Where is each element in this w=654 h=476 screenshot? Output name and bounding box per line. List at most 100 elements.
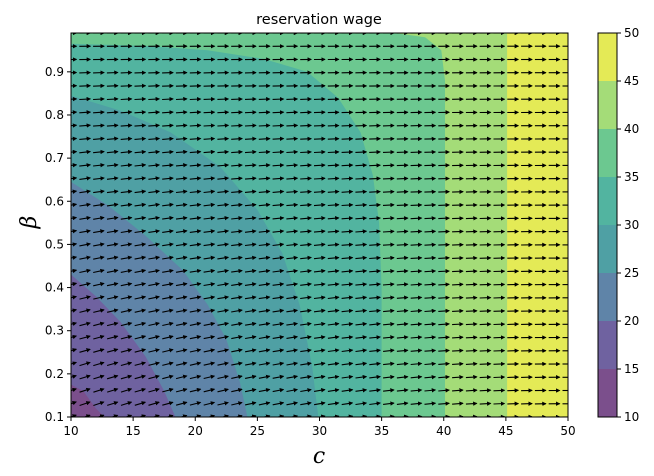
quiver-arrow: [134, 374, 147, 380]
quiver-arrow: [316, 414, 326, 417]
quiver-arrow: [148, 295, 160, 300]
quiver-arrow: [479, 401, 492, 406]
quiver-arrow: [341, 216, 354, 221]
quiver-arrow: [244, 242, 257, 247]
quiver-arrow: [382, 163, 395, 168]
quiver-arrow: [148, 361, 160, 366]
quiver-arrow: [217, 321, 230, 327]
quiver-arrow: [300, 308, 312, 313]
quiver-arrow: [120, 215, 133, 221]
colorbar-swatch-10: [598, 369, 617, 417]
quiver-arrow: [124, 414, 133, 417]
quiver-arrow: [382, 269, 395, 274]
quiver-arrow: [355, 295, 368, 300]
quiver-arrow: [396, 295, 409, 300]
y-tick-label: 0.8: [45, 108, 64, 122]
colorbar-tick-label: 25: [624, 266, 639, 280]
quiver-arrow: [134, 149, 147, 155]
quiver-arrow: [244, 255, 257, 261]
quiver-arrow: [452, 308, 464, 314]
quiver-arrow: [410, 269, 423, 274]
colorbar-tick-label: 15: [624, 362, 639, 376]
y-tick-label: 0.5: [45, 237, 64, 251]
colorbar-swatch-45: [598, 33, 617, 81]
quiver-arrow: [71, 202, 78, 208]
quiver-arrow: [479, 308, 492, 314]
quiver-arrow: [369, 202, 381, 208]
quiver-arrow: [217, 229, 230, 234]
quiver-arrow: [258, 268, 271, 274]
quiver-arrow: [286, 388, 299, 393]
quiver-arrow: [382, 255, 395, 261]
quiver-arrow: [134, 255, 147, 260]
quiver-arrow: [231, 321, 243, 327]
quiver-arrow: [96, 414, 105, 417]
quiver-arrow: [71, 321, 78, 326]
quiver-arrow: [217, 110, 230, 115]
y-tick-label: 0.9: [45, 65, 64, 79]
quiver-arrow: [479, 335, 492, 340]
x-tick-label: 50: [560, 424, 575, 438]
quiver-arrow: [203, 374, 216, 380]
quiver-arrow: [79, 361, 91, 367]
quiver-arrow: [258, 308, 271, 313]
quiver-arrow: [120, 361, 133, 367]
quiver-arrow: [134, 387, 147, 393]
quiver-arrow: [300, 268, 312, 274]
colorbar-tick-label: 45: [624, 74, 639, 88]
quiver-arrow: [206, 414, 216, 417]
quiver-arrow: [272, 202, 285, 208]
quiver-arrow: [189, 268, 202, 274]
quiver-arrow: [300, 136, 312, 142]
quiver-arrow: [217, 282, 230, 287]
quiver-arrow: [300, 163, 312, 168]
quiver-arrow: [193, 414, 202, 417]
quiver-arrow: [369, 388, 381, 393]
quiver-arrow: [410, 388, 423, 393]
quiver-arrow: [120, 83, 133, 89]
quiver-arrow: [79, 96, 92, 102]
quiver-arrow: [175, 123, 188, 128]
quiver-arrow: [79, 149, 92, 155]
quiver-arrow: [162, 374, 174, 380]
quiver-arrow: [341, 308, 354, 314]
quiver-arrow: [244, 401, 257, 406]
quiver-arrow: [162, 348, 174, 353]
quiver-arrow: [465, 308, 478, 314]
quiver-arrow: [286, 202, 299, 208]
quiver-arrow: [286, 335, 299, 340]
quiver-arrow: [272, 229, 285, 234]
quiver-arrow: [438, 361, 450, 367]
quiver-arrow: [106, 136, 119, 141]
quiver-arrow: [79, 348, 91, 353]
colorbar-tick-label: 50: [624, 26, 639, 40]
quiver-arrow: [79, 295, 91, 300]
quiver-arrow: [465, 295, 478, 300]
quiver-arrow: [175, 401, 188, 406]
quiver-arrow: [314, 335, 326, 340]
quiver-arrow: [106, 334, 119, 340]
quiver-arrow: [106, 348, 119, 353]
quiver-arrow: [479, 375, 492, 380]
quiver-arrow: [162, 401, 174, 406]
quiver-arrow: [175, 163, 188, 168]
quiver-arrow: [369, 348, 381, 353]
quiver-arrow: [231, 361, 243, 366]
quiver-arrow: [410, 308, 423, 314]
quiver-arrow: [396, 229, 409, 234]
quiver-arrow: [438, 216, 450, 221]
quiver-arrow: [106, 321, 119, 327]
quiver-arrow: [162, 163, 174, 168]
quiver-arrow: [327, 361, 340, 366]
quiver-arrow: [71, 401, 77, 406]
quiver-arrow: [189, 163, 202, 168]
quiver-arrow: [134, 110, 147, 115]
quiver-arrow: [272, 282, 285, 287]
quiver-arrow: [162, 202, 174, 208]
quiver-arrow: [355, 308, 368, 314]
quiver-arrow: [465, 348, 478, 353]
quiver-arrow: [286, 401, 299, 406]
quiver-arrow: [175, 282, 188, 287]
quiver-arrow: [341, 202, 354, 208]
quiver-arrow: [300, 202, 312, 208]
